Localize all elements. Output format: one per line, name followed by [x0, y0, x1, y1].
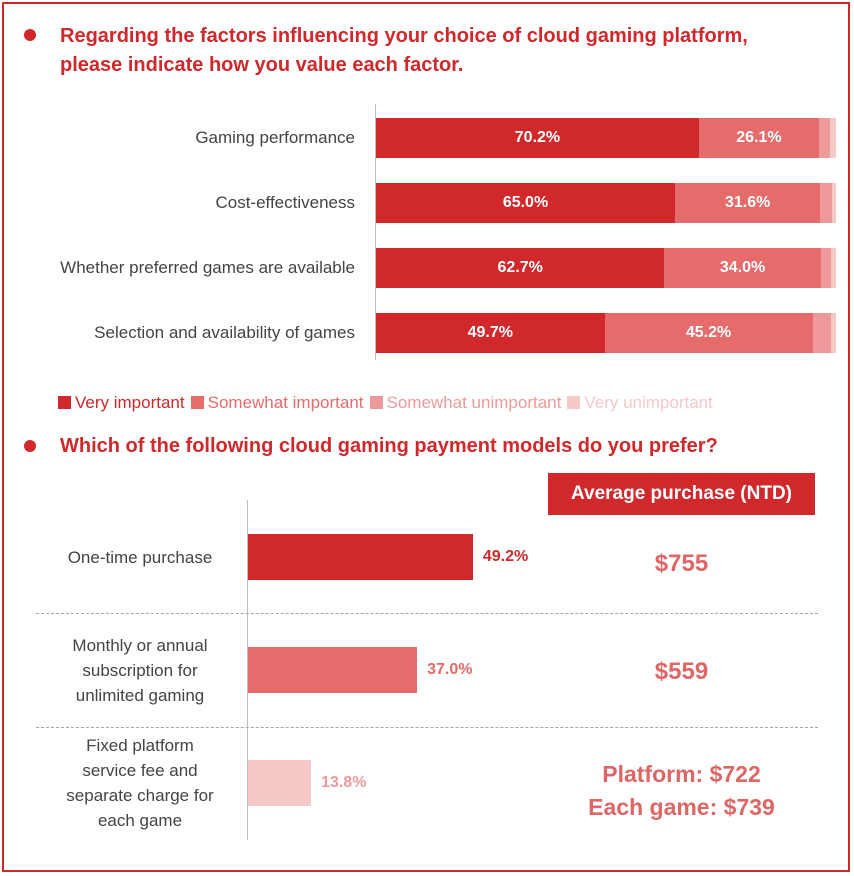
bar-segment — [820, 183, 832, 223]
legend-label: Somewhat important — [207, 393, 364, 412]
bar-segment — [675, 183, 821, 223]
category-label: Selection and availability of games — [94, 323, 355, 342]
bullet-icon — [24, 440, 36, 452]
category-label-line: Fixed platform — [86, 736, 194, 755]
category-axis — [247, 500, 248, 840]
category-label-line: Monthly or annual — [72, 635, 208, 655]
chart-legend: Very important Somewhat important Somewhat… — [58, 393, 719, 413]
legend-item: Very unimportant — [567, 393, 713, 413]
category-label: Monthly or annual subscription for unlimit… — [40, 633, 240, 708]
category-label: Cost-effectiveness — [215, 193, 355, 212]
data-label: 62.7% — [497, 259, 543, 276]
legend-swatch — [369, 396, 383, 409]
legend-item: Somewhat unimportant — [369, 393, 562, 413]
row-divider — [36, 727, 818, 728]
category-label: Whether preferred games are available — [60, 258, 355, 277]
category-label-line: service fee and — [82, 761, 198, 780]
data-label: 37.0% — [427, 661, 473, 678]
category-label-line: unlimited gaming — [75, 685, 205, 705]
category-label-line: separate charge for — [66, 786, 214, 805]
legend-swatch — [190, 396, 204, 409]
row-divider — [36, 613, 818, 614]
category-label-line: One-time purchase — [67, 547, 213, 567]
data-label: 65.0% — [502, 194, 549, 211]
data-label: 31.6% — [724, 194, 771, 211]
bullet-icon — [24, 29, 36, 41]
average-value: $755 — [654, 550, 709, 577]
category-label: Gaming performance — [195, 128, 355, 147]
q1-heading-line1: Regarding the factors influencing your c… — [60, 25, 748, 47]
legend-label: Very important — [75, 393, 185, 412]
average-value: $559 — [654, 658, 709, 685]
bar-segment — [831, 183, 836, 223]
bar-segment — [376, 248, 665, 288]
bar-segment — [830, 313, 836, 353]
legend-label: Very unimportant — [584, 393, 713, 412]
data-label: 26.1% — [736, 129, 782, 146]
bar-segment — [376, 183, 675, 223]
data-label: 34.0% — [719, 259, 766, 276]
legend-label: Somewhat unimportant — [386, 393, 562, 412]
legend-swatch — [567, 396, 581, 409]
data-label: 49.2% — [482, 548, 529, 565]
bar-segment — [698, 118, 819, 158]
category-label: Fixed platform service fee and separate ch… — [40, 733, 240, 833]
data-label: 13.8% — [321, 774, 367, 791]
bar-segment — [820, 248, 832, 288]
bar-segment — [604, 313, 813, 353]
data-label: 49.7% — [467, 324, 513, 341]
bar-segment — [376, 118, 699, 158]
q1-heading: Regarding the factors influencing your c… — [60, 22, 820, 80]
bar-segment — [830, 118, 836, 158]
bar-segment — [831, 248, 836, 288]
bar — [248, 647, 418, 693]
bar-segment — [818, 118, 831, 158]
average-purchase-header: Average purchase (NTD) — [548, 473, 815, 515]
data-label: 45.2% — [685, 324, 732, 341]
average-each-game-value: Each game: $739 — [588, 794, 775, 820]
average-platform-value: Platform: $722 — [602, 761, 761, 787]
bar-segment — [664, 248, 821, 288]
bar — [248, 760, 312, 806]
average-one-time: $755 — [548, 550, 815, 578]
legend-item: Very important — [58, 393, 185, 413]
average-subscription: $559 — [548, 658, 815, 686]
average-fixed-fee: Platform: $722 Each game: $739 — [548, 758, 815, 824]
data-label: 70.2% — [514, 129, 561, 146]
category-label-line: each game — [97, 811, 183, 830]
bar — [248, 534, 473, 580]
category-axis — [375, 104, 376, 360]
category-label: One-time purchase — [40, 545, 240, 570]
q2-heading: Which of the following cloud gaming paym… — [60, 435, 718, 457]
q1-heading-line2: please indicate how you value each facto… — [60, 54, 464, 76]
legend-swatch — [58, 396, 71, 409]
category-label-line: subscription for — [82, 660, 198, 680]
legend-item: Somewhat important — [190, 393, 364, 413]
bar-segment — [812, 313, 831, 353]
bar-segment — [376, 313, 605, 353]
